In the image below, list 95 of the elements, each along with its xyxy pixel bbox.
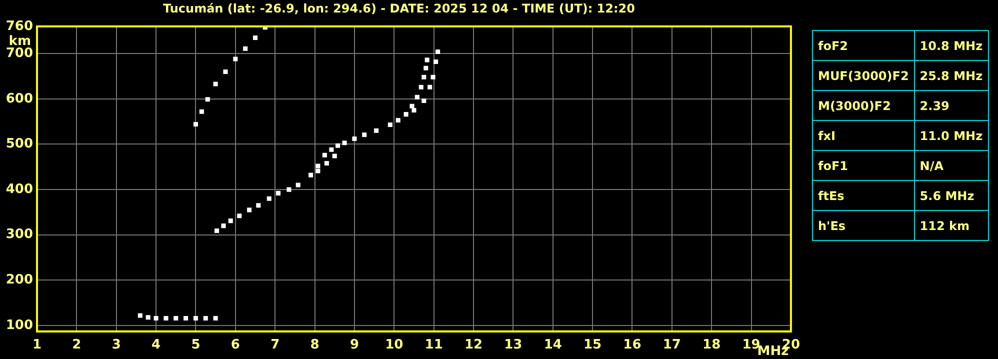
x-tick-label: 4 xyxy=(152,338,161,353)
point xyxy=(146,315,150,320)
point xyxy=(329,147,334,152)
point xyxy=(174,316,178,321)
y-tick-label: 400 xyxy=(6,182,33,197)
point xyxy=(213,82,218,86)
x-tick-label: 2 xyxy=(72,338,82,353)
x-tick-label: 13 xyxy=(504,338,522,353)
point xyxy=(342,140,347,146)
point xyxy=(237,214,242,218)
text: 112 km xyxy=(920,218,970,232)
point xyxy=(233,56,238,62)
point xyxy=(164,316,168,321)
point xyxy=(223,69,228,74)
point xyxy=(256,203,261,208)
point xyxy=(336,143,340,148)
x-tick-label: 3 xyxy=(112,338,121,353)
y-tick-label: 500 xyxy=(6,136,33,152)
y-tick-label: 600 xyxy=(6,91,33,106)
point xyxy=(388,122,392,128)
point xyxy=(203,316,208,321)
point xyxy=(243,46,248,51)
x-tick-label: 14 xyxy=(544,338,562,353)
point xyxy=(247,208,252,212)
x-tick-label: 1 xyxy=(32,338,42,353)
x-tick-label: 17 xyxy=(662,338,681,353)
point xyxy=(422,74,426,80)
point xyxy=(332,154,337,158)
point xyxy=(412,108,416,113)
x-tick-label: 9 xyxy=(350,338,359,353)
point xyxy=(322,152,327,158)
point xyxy=(316,164,320,168)
category-label: M(3000)F2 xyxy=(818,98,891,112)
category-label: ftEs xyxy=(818,188,844,202)
point xyxy=(436,50,440,54)
point xyxy=(213,316,218,321)
x-tick-label: 11 xyxy=(424,338,443,353)
point xyxy=(221,224,226,228)
category-label: fxI xyxy=(818,128,836,142)
x-tick-label: 10 xyxy=(385,338,404,353)
point xyxy=(424,66,428,70)
point xyxy=(352,136,357,142)
y-tick-label: 200 xyxy=(6,272,33,288)
point xyxy=(228,218,233,224)
x-tick-label: 7 xyxy=(270,338,280,353)
point xyxy=(374,128,379,133)
point xyxy=(308,172,314,178)
point xyxy=(396,118,400,122)
point xyxy=(362,132,367,137)
point xyxy=(193,316,198,321)
point xyxy=(418,84,424,90)
point xyxy=(138,313,142,318)
category-label: MUF(3000)F2 xyxy=(818,68,909,82)
text: 5.6 MHz xyxy=(920,188,974,202)
text: N/A xyxy=(920,158,944,172)
point xyxy=(266,196,272,201)
x-tick-label: 6 xyxy=(230,338,240,353)
x-tick-label: 8 xyxy=(310,338,320,353)
point xyxy=(286,187,292,192)
text: 10.8 MHz xyxy=(920,38,983,52)
point xyxy=(184,316,188,321)
x-tick-label: 18 xyxy=(702,338,721,353)
point xyxy=(205,97,210,102)
x-tick-label: 15 xyxy=(584,338,602,353)
point xyxy=(434,59,438,64)
y-tick-label: 760 xyxy=(6,18,33,34)
category-label: foF1 xyxy=(818,158,848,172)
y-tick-label: 300 xyxy=(6,227,33,242)
point xyxy=(430,74,436,80)
x-tick-label: 5 xyxy=(191,338,200,353)
point xyxy=(296,182,300,188)
text: 2.39 xyxy=(920,98,950,112)
point xyxy=(404,112,408,117)
category-label: foF2 xyxy=(818,38,848,52)
point xyxy=(410,104,414,108)
point xyxy=(414,94,420,100)
text: 25.8 MHz xyxy=(920,68,983,82)
point xyxy=(214,228,220,234)
point xyxy=(154,316,158,321)
point xyxy=(276,190,281,196)
point xyxy=(199,109,204,114)
x-tick-label: 16 xyxy=(623,338,642,353)
point xyxy=(324,160,329,166)
point xyxy=(252,35,258,40)
point xyxy=(193,122,198,127)
x-tick-label: 12 xyxy=(464,338,483,353)
category-label: h'Es xyxy=(818,218,846,232)
y-tick-label: 700 xyxy=(6,46,33,61)
chart-title: Tucumán (lat: -26.9, lon: 294.6) - DATE: 2025 12 04 - TIME (UT): 12:20 xyxy=(163,1,635,16)
point xyxy=(422,98,426,103)
point xyxy=(316,168,320,174)
y-tick-label: 100 xyxy=(6,318,33,333)
text: 11.0 MHz xyxy=(920,128,983,142)
point xyxy=(428,84,432,90)
point xyxy=(424,58,430,62)
